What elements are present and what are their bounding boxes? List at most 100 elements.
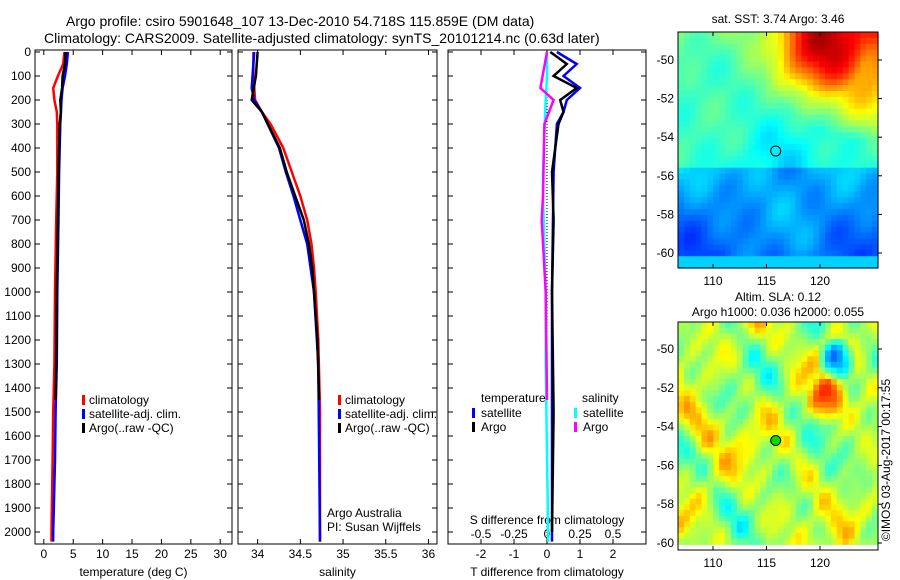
map-cell xyxy=(801,510,808,517)
map-cell xyxy=(766,510,773,517)
map-cell xyxy=(760,232,767,240)
map-cell xyxy=(766,475,773,483)
map-cell xyxy=(860,108,867,116)
map-cell xyxy=(730,32,738,39)
map-cell xyxy=(795,191,803,198)
map-cell xyxy=(807,418,814,426)
map-cell xyxy=(736,510,744,517)
map-cell xyxy=(736,504,744,511)
map-cell xyxy=(772,447,779,454)
map-cell xyxy=(848,390,856,397)
map-cell xyxy=(766,173,773,181)
map-cell xyxy=(701,238,708,245)
map-cell xyxy=(754,333,761,340)
map-cell xyxy=(678,102,685,110)
map-cell xyxy=(842,250,850,257)
map-cell xyxy=(783,91,791,98)
map-cell xyxy=(854,396,861,403)
map-cell xyxy=(836,55,844,63)
map-cell xyxy=(789,262,797,269)
map-cell xyxy=(836,220,844,228)
map-cell xyxy=(854,510,861,517)
title-line-1: Argo profile: csiro 5901648_107 13-Dec-2… xyxy=(66,13,535,29)
map-cell xyxy=(836,532,844,540)
map-cell xyxy=(783,61,791,68)
y-tick-label: 700 xyxy=(11,213,31,227)
map-cell xyxy=(842,441,850,448)
map-cell xyxy=(854,179,861,186)
map-cell xyxy=(725,203,732,210)
map-cell xyxy=(807,521,814,528)
x-tick-label: 0 xyxy=(544,547,551,561)
map-cell xyxy=(683,344,691,352)
map-cell xyxy=(736,470,744,477)
map-cell xyxy=(730,209,738,216)
map-cell xyxy=(807,209,814,216)
map-cell xyxy=(713,464,720,471)
map-cell xyxy=(678,191,685,198)
map-cell xyxy=(701,361,708,369)
map-cell xyxy=(701,538,708,545)
map-cell xyxy=(866,155,873,163)
map-cell xyxy=(836,102,844,110)
map-cell xyxy=(825,238,832,245)
map-cell xyxy=(772,108,779,116)
map-cell xyxy=(789,458,797,466)
map-cell xyxy=(678,481,685,488)
map-cell xyxy=(760,256,767,263)
map-cell xyxy=(701,61,708,68)
map-cell xyxy=(730,250,738,257)
map-cell xyxy=(713,379,720,386)
map-cell xyxy=(683,209,691,216)
map-cell xyxy=(795,464,803,471)
map-cell xyxy=(813,504,820,511)
map-cell xyxy=(778,396,785,403)
map-cell xyxy=(860,373,867,380)
map-cell xyxy=(707,379,714,386)
map-cell xyxy=(825,209,832,216)
map-cell xyxy=(801,173,808,181)
map-cell xyxy=(813,521,820,528)
map-cell xyxy=(819,203,826,210)
map-cell xyxy=(695,232,703,240)
map-cell xyxy=(830,390,838,397)
map-cell xyxy=(689,487,697,494)
map-cell xyxy=(819,413,826,420)
map-cell xyxy=(842,226,850,234)
map-cell xyxy=(695,361,703,369)
map-cell xyxy=(772,344,779,352)
map-cell xyxy=(778,256,785,263)
map-cell xyxy=(783,138,791,145)
map-cell xyxy=(689,91,697,98)
map-cell xyxy=(754,79,761,86)
map-cell xyxy=(748,373,756,380)
map-cell xyxy=(772,390,779,397)
x-tick-label: 25 xyxy=(184,547,198,561)
map-cell xyxy=(683,424,691,431)
map-cell xyxy=(848,256,856,263)
map-cell xyxy=(736,327,744,334)
map-x-tick-label: 120 xyxy=(810,556,830,570)
map-cell xyxy=(725,191,732,198)
map-cell xyxy=(872,515,879,523)
map-cell xyxy=(760,464,767,471)
map-cell xyxy=(719,256,726,263)
x-tick-label: 2 xyxy=(610,547,617,561)
map-cell xyxy=(695,61,703,68)
map-cell xyxy=(848,197,856,204)
map-cell xyxy=(683,430,691,437)
map-cell xyxy=(872,144,879,151)
map-cell xyxy=(760,475,767,483)
map-cell xyxy=(795,155,803,163)
map-cell xyxy=(783,339,791,346)
map-cell xyxy=(683,532,691,540)
map-cell xyxy=(830,232,838,240)
map-cell xyxy=(789,367,797,374)
map-cell xyxy=(678,55,685,63)
map-cell xyxy=(842,132,850,139)
map-cell xyxy=(789,220,797,228)
map-cell xyxy=(830,441,838,448)
map-cell xyxy=(754,493,761,500)
map-cell xyxy=(778,120,785,127)
map-cell xyxy=(766,413,773,420)
